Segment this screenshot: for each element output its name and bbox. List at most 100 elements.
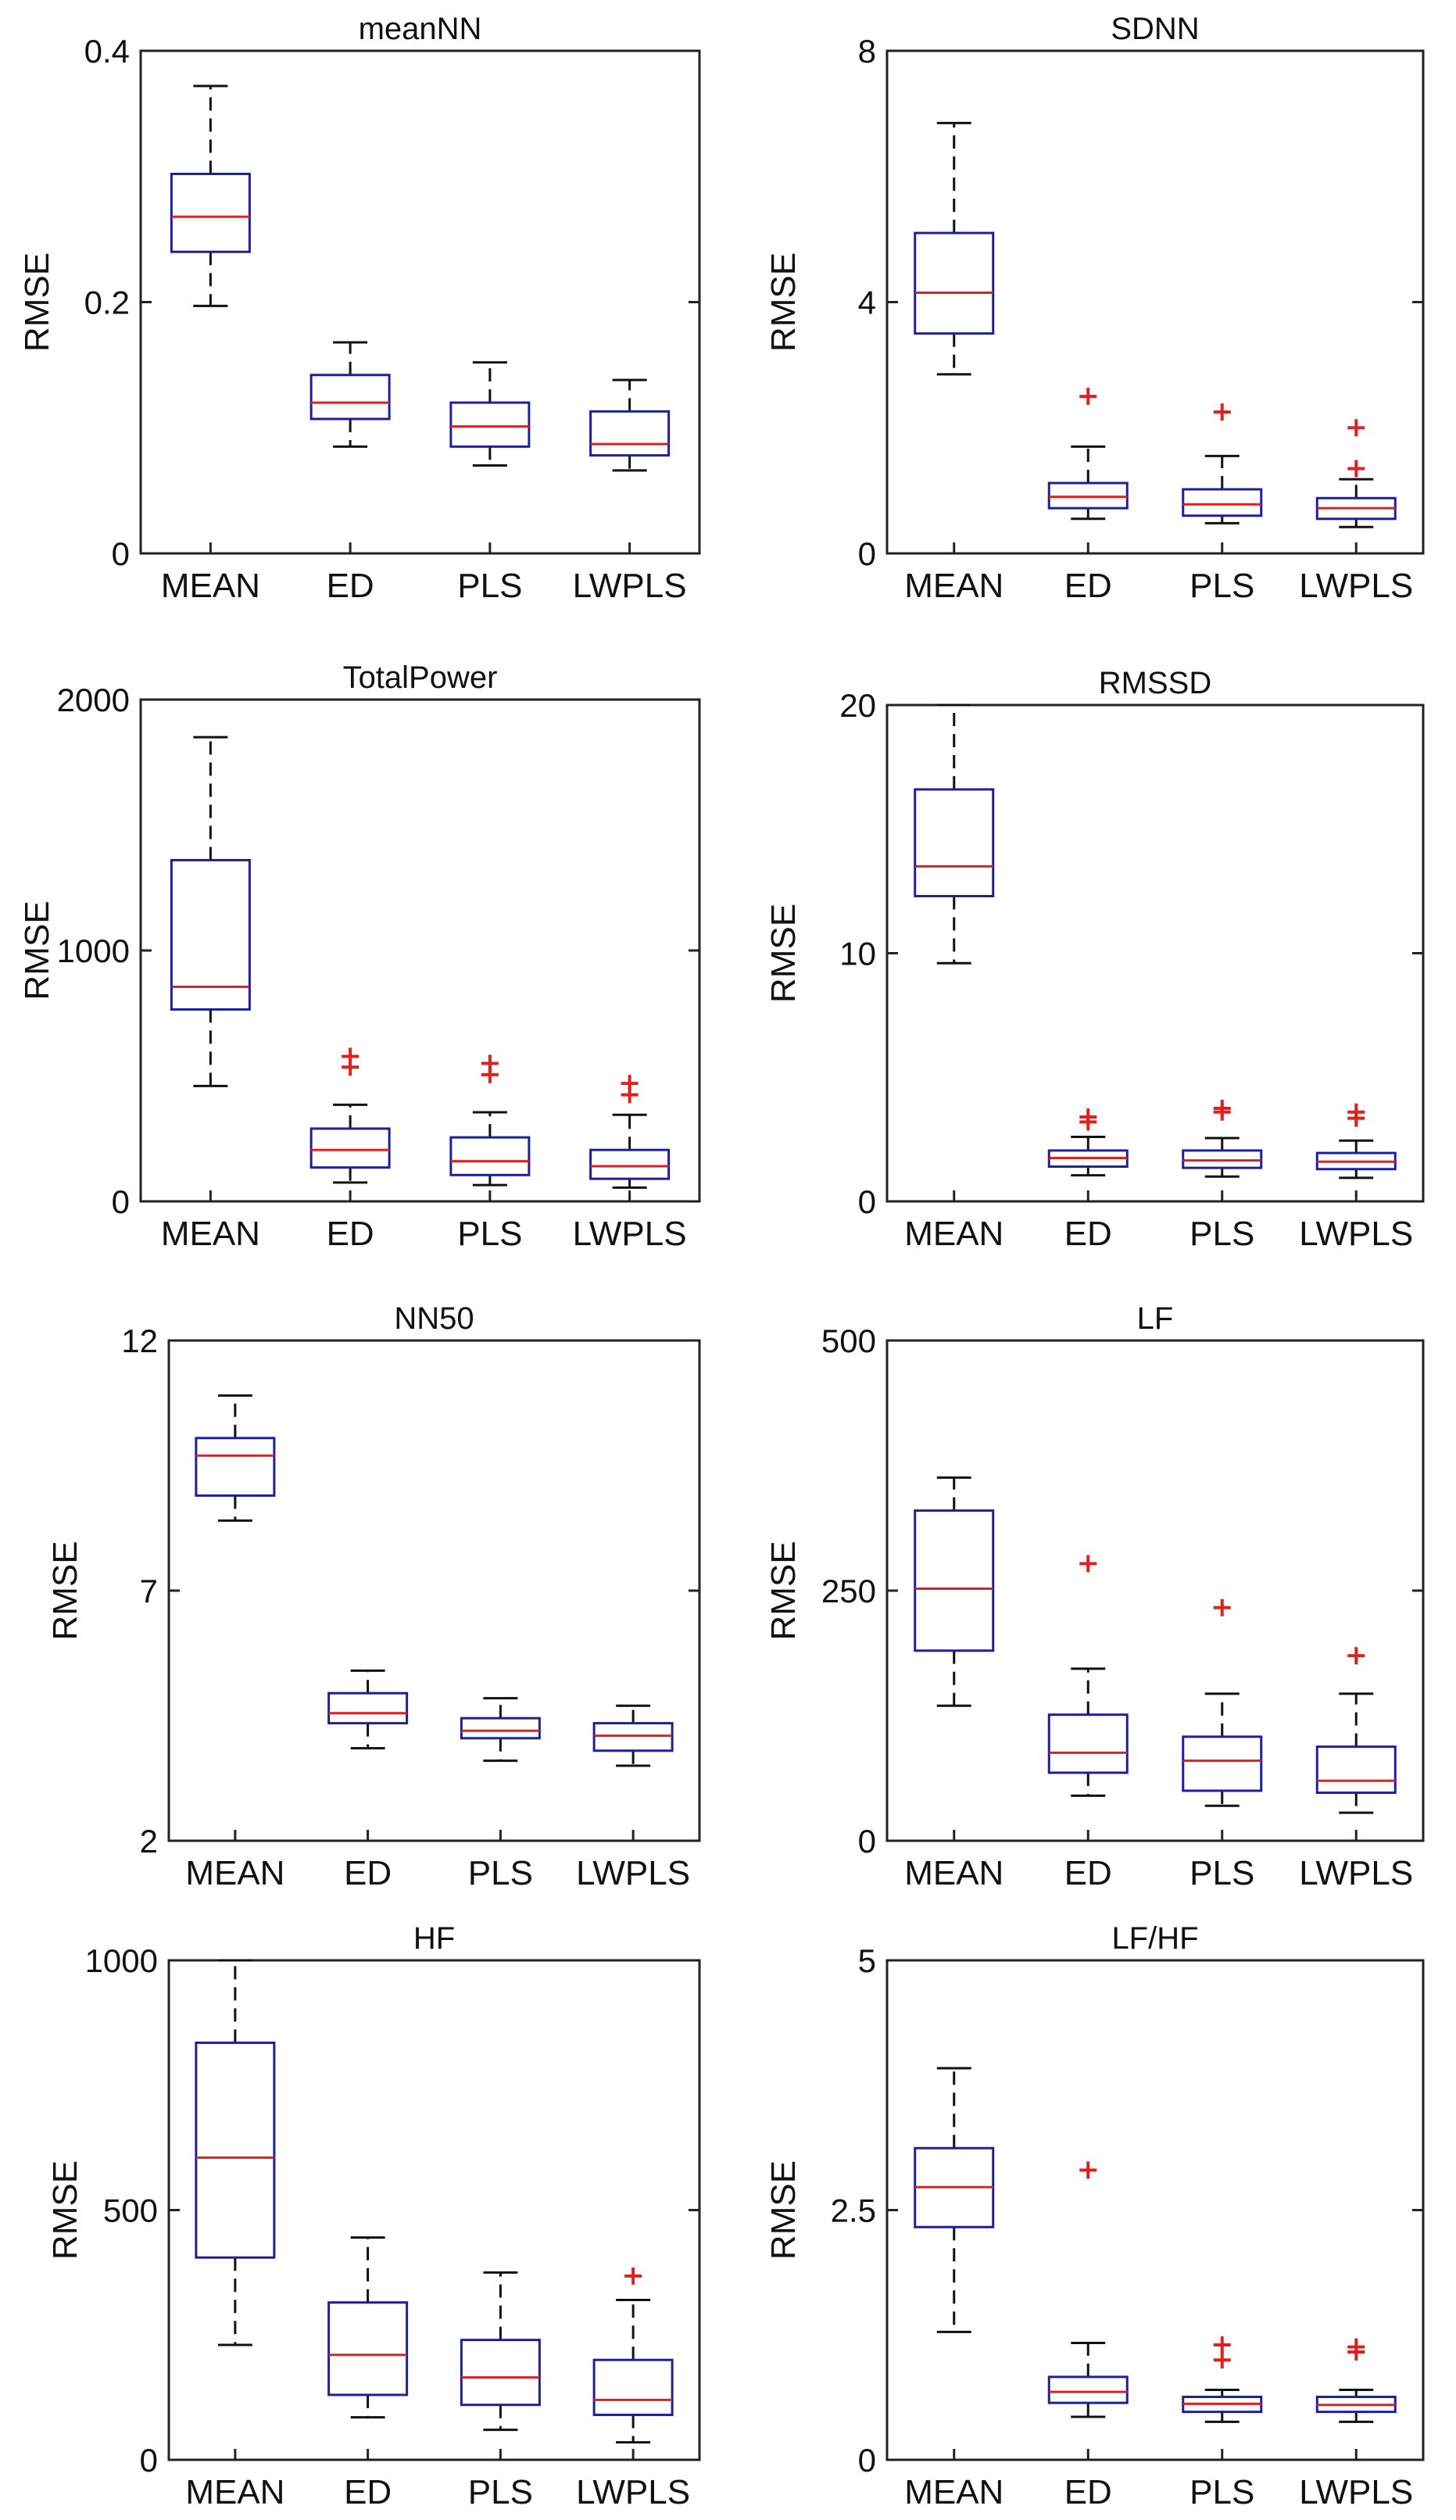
y-tick-label: 0.2 xyxy=(84,285,130,321)
y-tick-label: 2 xyxy=(140,1823,158,1860)
box-mean xyxy=(914,1476,995,1707)
y-axis-label: RMSE xyxy=(46,1541,84,1640)
box-pls xyxy=(1182,403,1263,524)
iqr-box xyxy=(914,788,995,897)
box-ed xyxy=(1047,1555,1129,1797)
y-tick-label: 0 xyxy=(112,1183,130,1220)
iqr-box xyxy=(327,1691,409,1725)
box-pls xyxy=(1182,1099,1263,1178)
y-axis-label: RMSE xyxy=(764,1541,803,1640)
y-tick-label: 0 xyxy=(858,1823,876,1860)
outlier-marker xyxy=(1079,2161,1097,2179)
y-tick-label: 7 xyxy=(140,1573,158,1609)
box-ed xyxy=(1047,1108,1129,1177)
outlier-marker xyxy=(624,2267,642,2285)
y-tick-label: 8 xyxy=(858,33,876,70)
box-ed xyxy=(327,2236,409,2419)
box-lwpls xyxy=(1315,1647,1397,1814)
x-tick-label: LWPLS xyxy=(573,1215,687,1253)
y-tick-label: 5 xyxy=(858,1942,876,1979)
x-tick-label: PLS xyxy=(1189,1854,1254,1892)
y-tick-label: 0 xyxy=(858,2442,876,2479)
x-tick-label: MEAN xyxy=(161,567,260,605)
chart-title: SDNN xyxy=(1111,12,1199,46)
box-mean xyxy=(914,703,995,965)
chart-panel-8: LF/HF RMSE 0 2.5 5 MEAN ED PLS LWPLS xyxy=(764,1921,1425,2511)
y-axis-label: RMSE xyxy=(764,252,803,352)
chart-title: NN50 xyxy=(394,1301,474,1336)
chart-title: LF xyxy=(1137,1301,1174,1336)
iqr-box xyxy=(1047,481,1129,510)
outlier-marker xyxy=(1347,1647,1365,1665)
box-pls xyxy=(449,361,531,467)
x-tick-label: LWPLS xyxy=(1299,1854,1413,1892)
y-tick-label: 500 xyxy=(103,2192,158,2229)
y-tick-label: 0 xyxy=(112,535,130,572)
chart-panel-1: meanNN RMSE 0 0.2 0.4 MEAN ED PLS LWPLS xyxy=(18,12,701,605)
box-pls xyxy=(1182,2336,1263,2423)
x-tick-label: LWPLS xyxy=(576,2473,690,2511)
x-tick-label: PLS xyxy=(468,2473,533,2511)
box-mean xyxy=(914,121,995,376)
y-axis-label: RMSE xyxy=(764,2160,803,2260)
y-axis-label: RMSE xyxy=(764,904,803,1003)
outlier-marker xyxy=(1213,403,1231,421)
x-tick-label: ED xyxy=(1064,2473,1112,2511)
box-mean xyxy=(170,84,251,307)
box-lwpls xyxy=(589,378,671,472)
y-axis-label: RMSE xyxy=(18,900,56,1000)
outlier-marker xyxy=(481,1054,499,1072)
chart-panel-5: NN50 RMSE 2 7 12 MEAN ED PLS LWPLS xyxy=(46,1301,701,1892)
chart-panel-4: RMSSD RMSE 0 10 20 MEAN ED PLS LWPLS xyxy=(764,666,1425,1253)
box-pls xyxy=(460,1697,541,1763)
x-tick-label: PLS xyxy=(1189,2473,1254,2511)
iqr-box xyxy=(449,1136,531,1176)
outlier-marker xyxy=(342,1047,360,1065)
box-pls xyxy=(460,2271,541,2432)
x-tick-label: PLS xyxy=(468,1854,533,1892)
iqr-box xyxy=(1047,2375,1129,2404)
outlier-marker xyxy=(1213,1598,1231,1616)
box-ed xyxy=(309,341,391,448)
y-tick-label: 12 xyxy=(121,1323,158,1359)
iqr-box xyxy=(170,173,251,253)
plot-frame xyxy=(139,49,701,555)
box-mean xyxy=(195,1959,276,2346)
y-tick-label: 4 xyxy=(858,285,876,321)
box-lwpls xyxy=(1315,2338,1397,2423)
iqr-box xyxy=(309,374,391,421)
y-tick-label: 0 xyxy=(858,1183,876,1220)
outlier-marker xyxy=(1347,1103,1365,1121)
x-tick-label: LWPLS xyxy=(1299,2473,1413,2511)
x-tick-label: PLS xyxy=(457,567,522,605)
y-tick-label: 20 xyxy=(839,687,876,724)
y-tick-label: 10 xyxy=(839,936,876,972)
x-tick-label: PLS xyxy=(1189,1215,1254,1253)
box-ed xyxy=(309,1047,391,1184)
y-tick-label: 1000 xyxy=(57,932,130,969)
y-axis-label: RMSE xyxy=(18,252,56,352)
iqr-box xyxy=(327,2301,409,2397)
box-mean xyxy=(914,2067,995,2333)
iqr-box xyxy=(195,1437,276,1497)
outlier-marker xyxy=(1347,419,1365,437)
box-lwpls xyxy=(592,1704,674,1767)
x-tick-label: MEAN xyxy=(904,1854,1003,1892)
chart-title: TotalPower xyxy=(343,660,498,695)
outlier-marker xyxy=(1213,1099,1231,1117)
iqr-box xyxy=(309,1127,391,1169)
iqr-box xyxy=(1182,1149,1263,1169)
iqr-box xyxy=(914,231,995,335)
outlier-marker xyxy=(1079,1555,1097,1573)
box-ed xyxy=(327,1669,409,1750)
x-tick-label: LWPLS xyxy=(576,1854,690,1892)
x-tick-label: ED xyxy=(1064,567,1112,605)
iqr-box xyxy=(460,1716,541,1740)
y-tick-label: 2.5 xyxy=(831,2192,876,2229)
box-lwpls xyxy=(592,2267,674,2444)
x-tick-label: LWPLS xyxy=(573,567,687,605)
outlier-marker xyxy=(1347,2338,1365,2356)
chart-title: LF/HF xyxy=(1111,1921,1198,1956)
box-mean xyxy=(195,1394,276,1522)
